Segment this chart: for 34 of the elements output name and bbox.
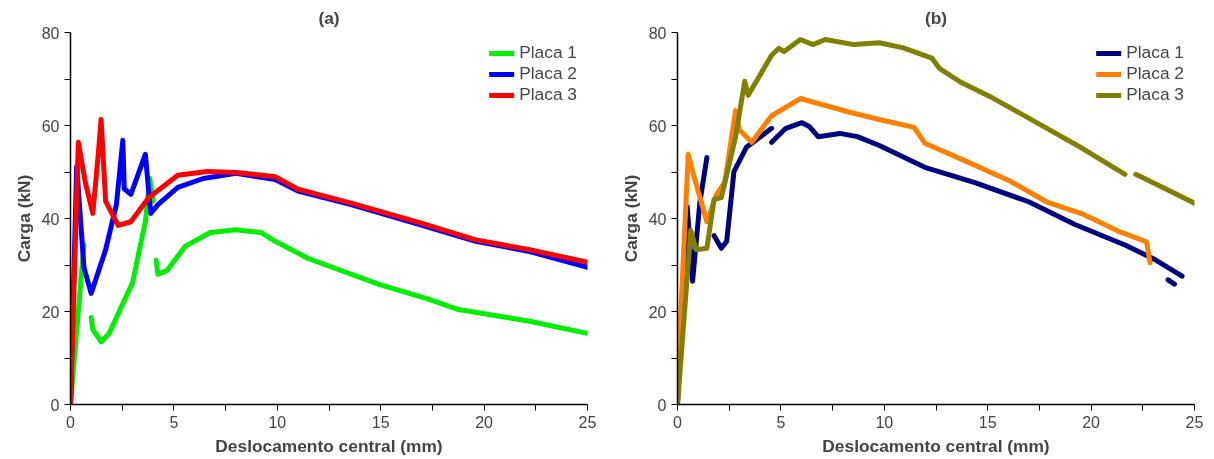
legend-label: Placa 1 [519,42,577,63]
x-tick-label: 10 [875,413,894,431]
y-tick-label: 40 [648,210,667,228]
y-axis-title: Carga (kN) [620,174,641,263]
x-tick-label: 0 [673,413,683,431]
legend-label: Placa 1 [1126,42,1184,63]
x-tick-label: 5 [169,413,179,431]
legend-label: Placa 2 [1126,63,1184,84]
chart-title: (a) [318,7,340,28]
legend-label: Placa 2 [519,63,577,84]
x-axis-title: Deslocamento central (mm) [822,435,1050,456]
x-tick-label: 25 [578,413,597,431]
y-tick-label: 0 [657,396,667,414]
x-tick-label: 10 [268,413,287,431]
y-tick-label: 60 [648,117,667,135]
x-tick-label: 25 [1185,413,1204,431]
x-tick-label: 0 [66,413,76,431]
y-tick-label: 80 [648,24,667,42]
legend-label: Placa 3 [1126,84,1184,105]
y-tick-label: 40 [41,210,60,228]
x-tick-label: 15 [371,413,390,431]
y-axis-title: Carga (kN) [13,174,34,263]
y-tick-label: 0 [50,396,60,414]
x-tick-label: 5 [776,413,786,431]
x-tick-label: 20 [475,413,494,431]
y-tick-label: 60 [41,117,60,135]
y-tick-label: 20 [648,303,667,321]
y-tick-label: 20 [41,303,60,321]
x-tick-label: 15 [978,413,997,431]
chart-title: (b) [924,7,948,28]
x-tick-label: 20 [1082,413,1101,431]
x-axis-title: Deslocamento central (mm) [215,435,443,456]
y-tick-label: 80 [41,24,60,42]
legend-label: Placa 3 [519,84,577,105]
